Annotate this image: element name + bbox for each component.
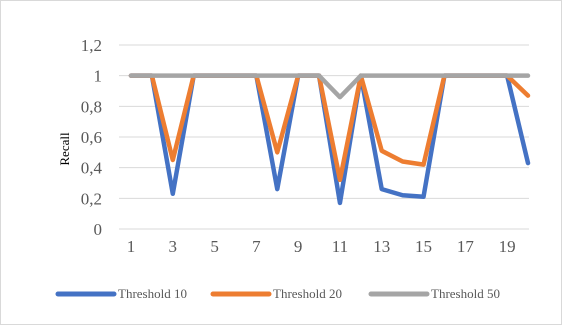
series-line-2 — [128, 73, 531, 183]
legend-label: Threshold 20 — [273, 286, 342, 301]
x-tick-label: 1 — [127, 237, 136, 256]
x-tick-label: 3 — [169, 237, 178, 256]
y-axis-tick-labels: 0 0,2 0,4 0,6 0,8 1 1,2 — [81, 36, 103, 239]
series-line-3 — [128, 73, 531, 100]
y-tick-label: 0,4 — [81, 159, 103, 178]
x-tick-label: 9 — [294, 237, 303, 256]
legend: Threshold 10 Threshold 20 Threshold 50 — [55, 286, 500, 301]
legend-label: Threshold 10 — [118, 286, 187, 301]
x-axis-tick-labels: 1 3 5 7 9 11 13 15 17 19 — [127, 237, 516, 256]
series-lines — [128, 73, 531, 206]
x-tick-label: 11 — [332, 237, 348, 256]
x-tick-label: 19 — [499, 237, 516, 256]
x-tick-label: 17 — [457, 237, 475, 256]
y-tick-label: 0 — [94, 220, 103, 239]
x-tick-label: 15 — [415, 237, 432, 256]
x-tick-label: 5 — [210, 237, 219, 256]
y-tick-label: 0,6 — [81, 128, 102, 147]
legend-label: Threshold 50 — [431, 286, 500, 301]
y-tick-label: 1 — [94, 67, 103, 86]
x-tick-label: 13 — [373, 237, 390, 256]
y-axis-title: Recall — [57, 132, 72, 166]
y-tick-label: 1,2 — [81, 36, 102, 55]
y-tick-label: 0,8 — [81, 97, 102, 116]
y-tick-label: 0,2 — [81, 189, 102, 208]
x-tick-label: 7 — [252, 237, 261, 256]
